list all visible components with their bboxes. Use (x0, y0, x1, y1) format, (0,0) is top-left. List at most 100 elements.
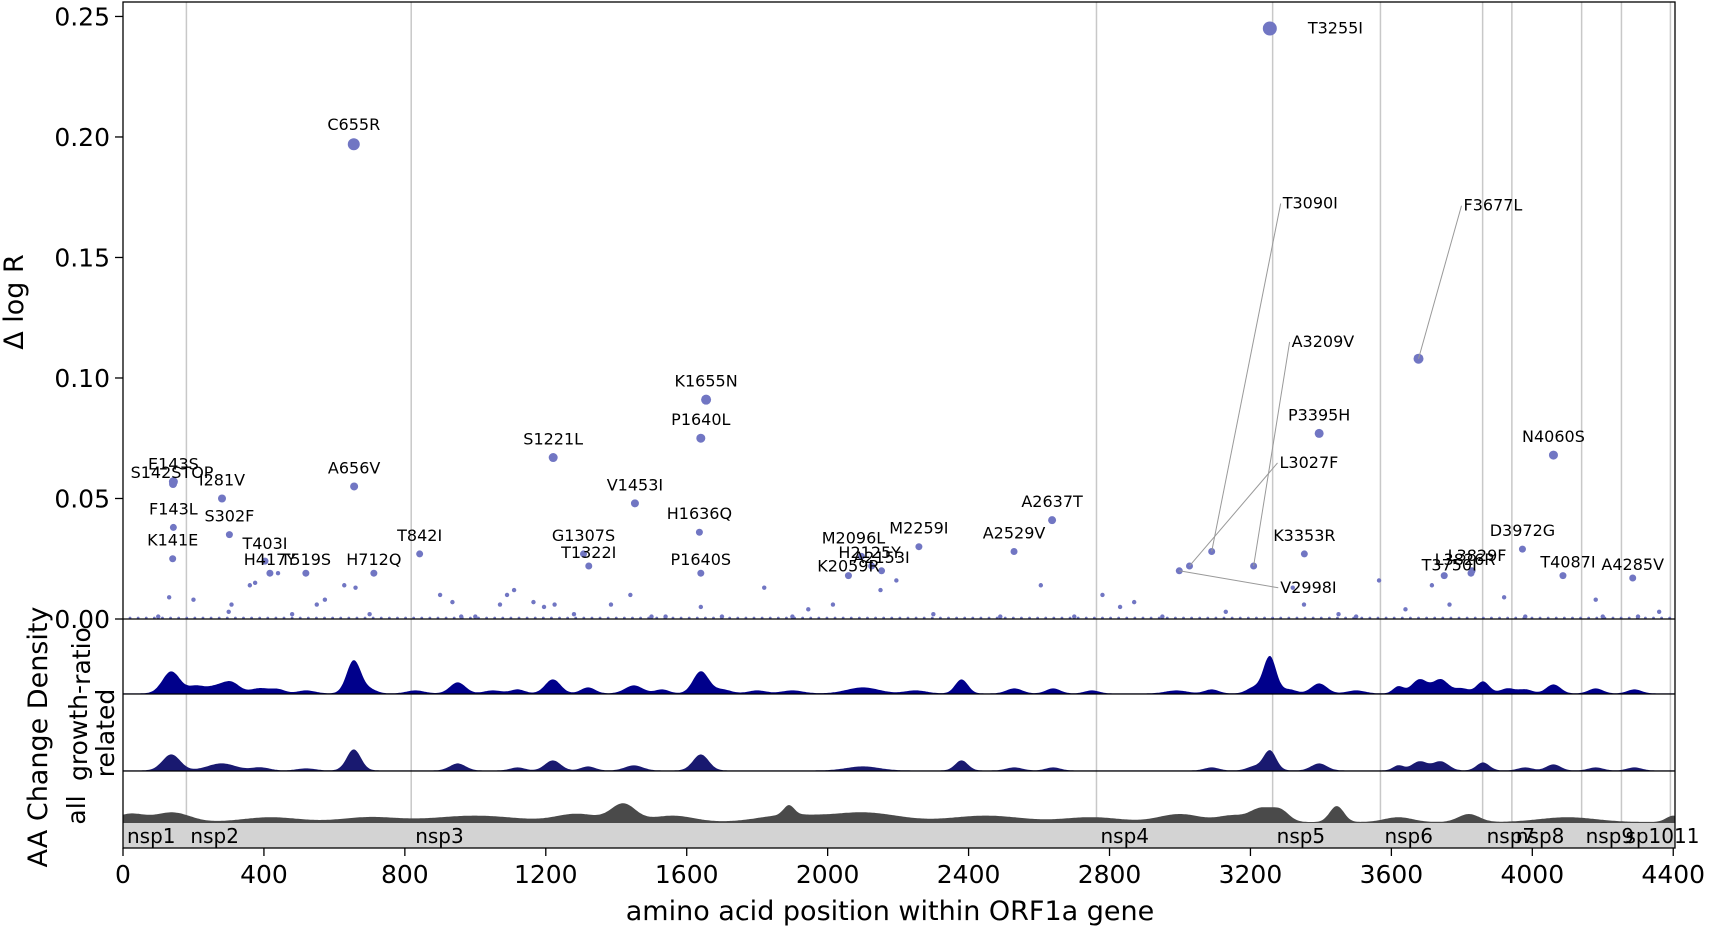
x-tick-label-1: 400 (240, 860, 288, 889)
annotation-k3353r: K3353R (1273, 526, 1335, 545)
axes: 0.00 0.05 0.10 0.15 0.20 0.25 0 400 800 1200 1600 2… (54, 1, 1705, 889)
annotation-g1307s: G1307S (552, 526, 615, 545)
small-point-26 (894, 578, 899, 583)
annotation-leader-lines (1179, 203, 1462, 589)
annotation-p1640s: P1640S (671, 550, 732, 569)
annotation-c655r: C655R (327, 115, 380, 134)
annotation-i281v: I281V (199, 470, 245, 489)
point-k1655n (701, 394, 712, 405)
density-ratio-area (123, 655, 1675, 694)
point-t3255i (1262, 21, 1277, 36)
small-point-39 (1593, 597, 1598, 602)
point-t4087i (1559, 572, 1567, 580)
annotation-t3090i: T3090I (1282, 194, 1338, 213)
point-p1640s (697, 569, 705, 577)
small-point-21 (698, 604, 704, 610)
region-label-nsp2: nsp2 (190, 824, 239, 848)
small-point-47 (473, 614, 478, 619)
annotation-l3826r: L3826R (1435, 550, 1496, 569)
annotation-t4087i: T4087I (1539, 553, 1595, 572)
small-point-48 (571, 611, 577, 617)
point-a2153i (878, 567, 886, 575)
small-point-1 (191, 597, 196, 602)
point-t403i (261, 557, 269, 565)
x-tick-label-10: 4000 (1500, 860, 1564, 889)
small-point-37 (1447, 602, 1452, 607)
annotation-m2259i: M2259I (889, 519, 948, 538)
small-point-15 (511, 587, 517, 593)
annotation-k141e: K141E (147, 531, 198, 550)
annotation-h417y: H417Y (244, 550, 297, 569)
annotation-t3255i: T3255I (1307, 19, 1363, 38)
annotation-l3829f: L3829F (1448, 546, 1507, 565)
region-label-nsp5: nsp5 (1277, 824, 1326, 848)
small-point-12 (450, 599, 455, 605)
annotation-a4285v: A4285V (1601, 555, 1664, 574)
point-h417y (266, 569, 274, 577)
y-tick-label-4: 0.20 (54, 123, 110, 152)
annotation-s302f: S302F (204, 507, 254, 526)
small-point-4 (247, 583, 253, 588)
annotation-p3395h: P3395H (1288, 405, 1350, 424)
density-row-label-2: all (62, 795, 91, 824)
region-label-nsp6: nsp6 (1384, 824, 1433, 848)
small-point-13 (497, 602, 503, 607)
axes-frame (122, 1, 1676, 849)
point-a2637t (1048, 516, 1057, 525)
point-a4285v (1629, 574, 1637, 582)
small-point-46 (156, 614, 161, 619)
density-growth-area (123, 749, 1675, 771)
y-tick-label-1: 0.05 (54, 484, 110, 513)
point-t842i (416, 550, 424, 558)
region-label-nsp1: nsp1 (127, 824, 176, 848)
point-v1453i (630, 499, 639, 508)
annotation-t519s: T519S (280, 550, 331, 569)
small-point-36 (1429, 583, 1435, 588)
x-tick-label-7: 2800 (1078, 860, 1142, 889)
small-point-3 (229, 602, 234, 607)
point-s302f (225, 531, 233, 539)
small-point-45 (289, 611, 295, 617)
point-s1221l (548, 453, 558, 463)
x-axis-label: amino acid position within ORF1a gene (626, 896, 1155, 927)
point-l3826r (1467, 569, 1475, 577)
small-point-0 (166, 595, 172, 600)
small-point-7 (314, 602, 319, 607)
annotation-a2153i: A2153I (853, 548, 909, 567)
x-tick-label-6: 2400 (937, 860, 1001, 889)
point-t519s (302, 569, 310, 577)
small-point-14 (504, 592, 510, 598)
annotation-a3209v: A3209V (1292, 332, 1355, 351)
x-tick-label-0: 0 (115, 860, 131, 889)
region-label-nsp7: nsp7 (1487, 824, 1536, 848)
density-row-label-1: growth-related (64, 685, 120, 781)
point-t3750i (1440, 572, 1448, 580)
small-point-56 (1353, 614, 1359, 619)
point-h1636q (695, 528, 703, 536)
small-point-52 (931, 611, 936, 617)
small-point-25 (878, 587, 883, 593)
small-point-24 (830, 602, 836, 607)
leader-l3027f (1189, 462, 1278, 567)
boundary-gridlines (185, 2, 1672, 848)
annotation-a2637t: A2637T (1021, 492, 1083, 511)
small-point-29 (1117, 604, 1123, 610)
small-point-32 (1290, 585, 1295, 590)
annotation-t403i: T403I (241, 534, 287, 553)
annotation-t3750i: T3750I (1421, 556, 1477, 575)
small-point-40 (1656, 609, 1662, 614)
point-m2096l (857, 552, 865, 560)
small-point-20 (628, 592, 633, 598)
small-point-5 (252, 580, 258, 586)
x-tick-label-4: 1600 (655, 860, 719, 889)
point-f143l (169, 523, 177, 531)
annotation-v2998i: V2998I (1280, 578, 1336, 597)
leader-a3209v (1253, 341, 1291, 567)
y-tick-label-2: 0.10 (54, 364, 110, 393)
x-tick-label-11: 4400 (1641, 860, 1705, 889)
region-label-nsp4: nsp4 (1100, 824, 1149, 848)
point-k2059r (844, 572, 852, 580)
point-s142stop (169, 480, 178, 489)
